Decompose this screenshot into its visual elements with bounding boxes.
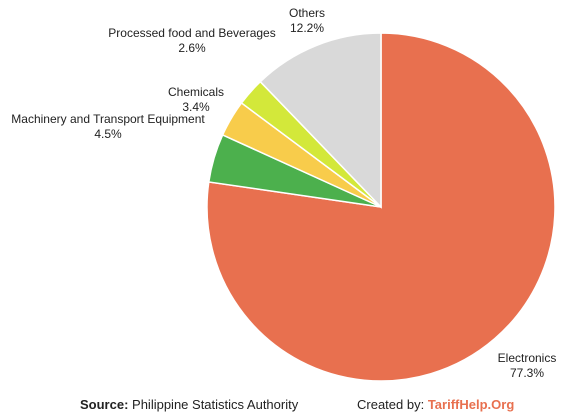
slice-label: Machinery and Transport Equipment xyxy=(11,112,205,126)
credit-line: Created by: TariffHelp.Org xyxy=(357,397,514,412)
slice-value-label: 77.3% xyxy=(510,366,544,380)
slice-label: Electronics xyxy=(498,351,557,365)
credit-prefix: Created by: xyxy=(357,397,425,412)
credit-brand: TariffHelp.Org xyxy=(427,397,515,412)
slice-label: Others xyxy=(289,6,325,20)
source-prefix: Source: xyxy=(80,397,129,412)
slice-label: Processed food and Beverages xyxy=(108,26,275,40)
slice-value-label: 4.5% xyxy=(94,127,122,141)
slice-value-label: 12.2% xyxy=(290,21,324,35)
chart-footer: Source: Philippine Statistics Authority … xyxy=(0,397,570,415)
source-line: Source: Philippine Statistics Authority xyxy=(80,397,298,412)
source-text: Philippine Statistics Authority xyxy=(132,397,299,412)
pie-slices xyxy=(206,32,556,382)
slice-value-label: 2.6% xyxy=(178,41,206,55)
slice-label: Chemicals xyxy=(168,85,224,99)
slice-value-label: 3.4% xyxy=(182,100,210,114)
pie-slice-others xyxy=(259,32,382,209)
